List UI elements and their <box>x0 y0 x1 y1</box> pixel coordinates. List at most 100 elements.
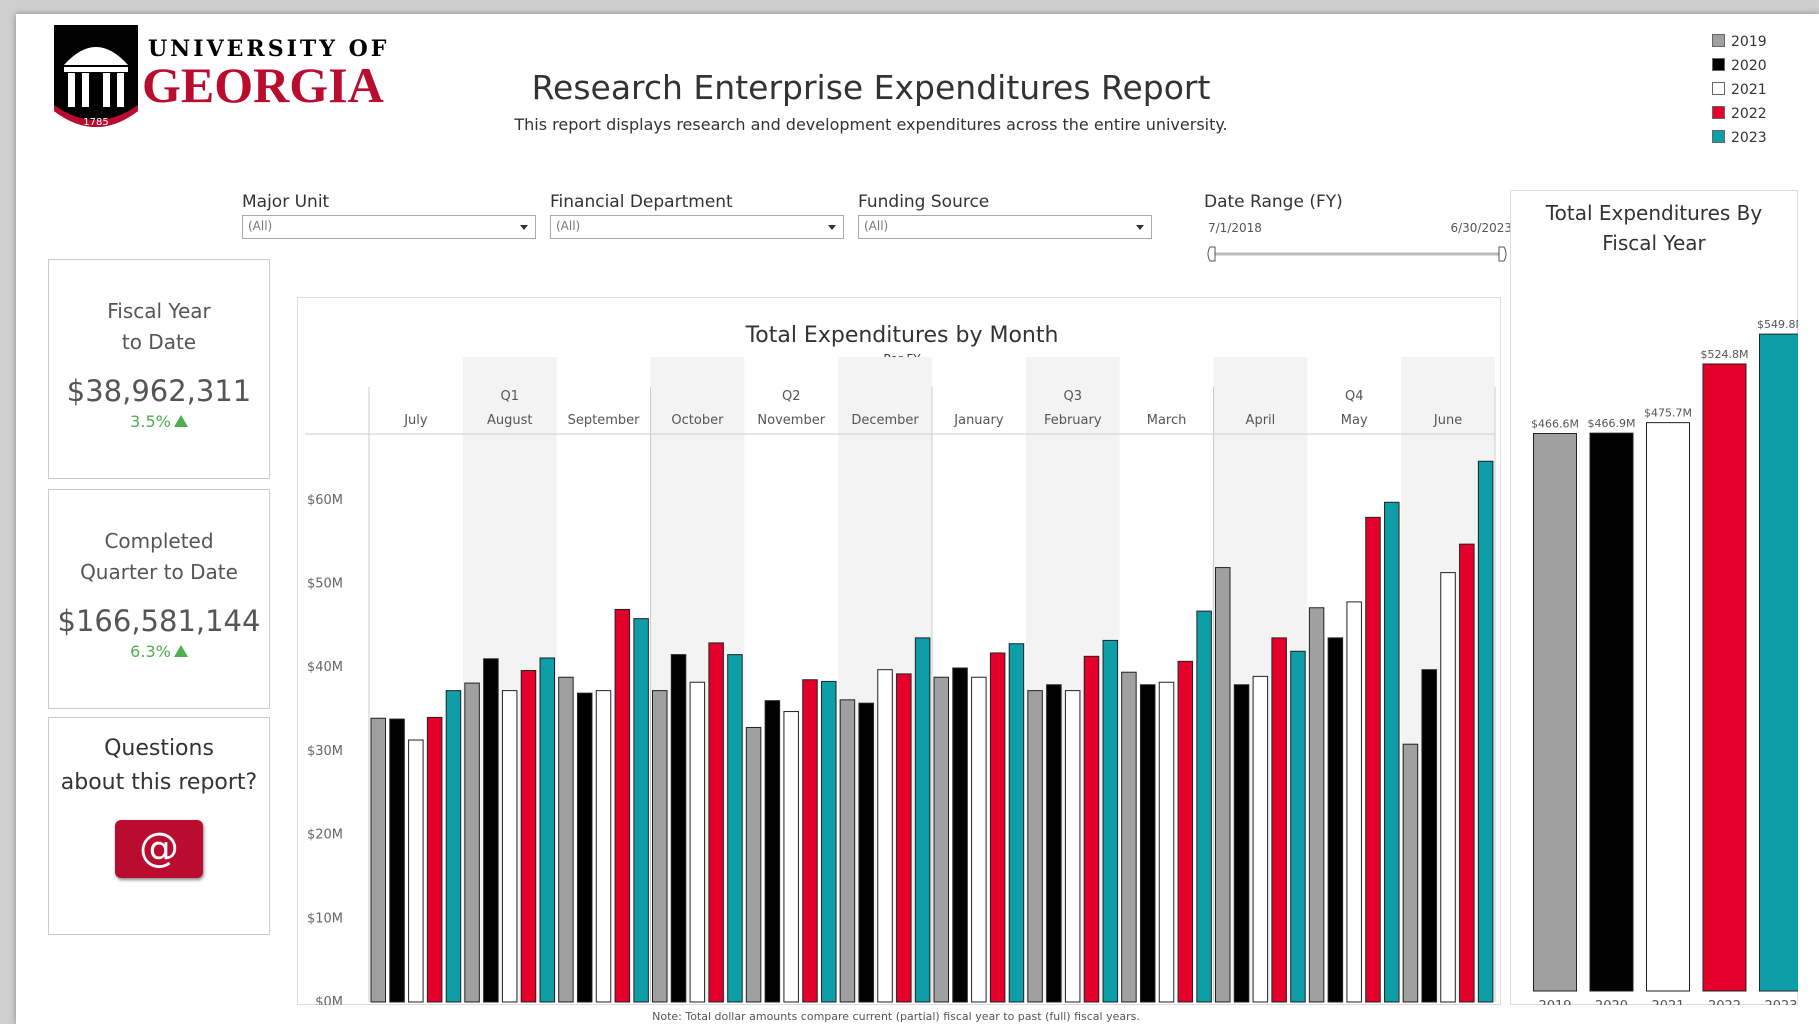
legend-label: 2023 <box>1731 130 1767 146</box>
bar <box>389 718 405 1003</box>
kpi-box: Completed Quarter to Date $166,581,144 6.3% <box>48 489 270 709</box>
bar <box>952 667 968 1003</box>
bar <box>1440 572 1456 1003</box>
bar <box>1158 681 1175 1003</box>
bar <box>933 676 949 1003</box>
date-slider[interactable] <box>1206 244 1518 264</box>
logo-seal: 1785 <box>54 25 138 128</box>
y-tick-label: $20M <box>307 828 343 843</box>
bar <box>576 692 593 1003</box>
legend-item: 2021 <box>1712 82 1767 98</box>
kpi-value: $166,581,144 <box>57 604 261 638</box>
contact-box: Questions about this report? @ <box>48 717 270 935</box>
legend-item: 2019 <box>1712 34 1767 50</box>
bar <box>1384 501 1400 1003</box>
chart-title: Total Expenditures By Fiscal Year <box>1545 201 1763 255</box>
bar <box>539 657 556 1003</box>
bar <box>1365 516 1381 1003</box>
x-tick-label: 2022 <box>1708 999 1741 1005</box>
bar <box>914 637 931 1003</box>
note: Note: Total dollar amounts compare curre… <box>652 1010 1140 1023</box>
date-range-end: 6/30/2023 <box>1450 221 1512 235</box>
legend-label: 2022 <box>1731 106 1767 122</box>
bar <box>1646 422 1690 992</box>
legend-item: 2023 <box>1712 130 1767 146</box>
chart-title: Total Expenditures by Month <box>745 323 1059 348</box>
dashboard: 1785 UNIVERSITY OF GEORGIA Research Ente… <box>16 14 1819 1024</box>
x-tick-label: 2019 <box>1538 999 1571 1005</box>
legend-swatch <box>1712 130 1725 143</box>
filter-label: Financial Department <box>550 192 733 212</box>
bar <box>1759 333 1798 992</box>
bar <box>1139 684 1156 1003</box>
x-tick-label: April <box>1246 413 1276 428</box>
bar <box>652 690 668 1003</box>
bar <box>1215 567 1231 1003</box>
filter-dropdown[interactable]: (All) <box>550 215 844 239</box>
legend-label: 2021 <box>1731 82 1767 98</box>
filter-dropdown[interactable]: (All) <box>242 215 536 239</box>
bar <box>858 702 874 1003</box>
bar <box>483 658 499 1003</box>
bar <box>1702 363 1747 992</box>
bar <box>1233 684 1250 1003</box>
bar <box>670 654 687 1003</box>
filter-dropdown[interactable]: (All) <box>858 215 1152 239</box>
legend-swatch <box>1712 58 1725 71</box>
yearly-chart: Total Expenditures By Fiscal Year $466.6M… <box>1531 201 1798 1005</box>
kpi-change-value: 6.3% <box>130 642 171 661</box>
bar <box>1459 543 1475 1003</box>
bar <box>1290 650 1306 1003</box>
bar <box>464 682 480 1003</box>
bar <box>727 654 743 1003</box>
x-tick-label: 2020 <box>1595 999 1628 1005</box>
contact-line: Questions <box>104 736 214 761</box>
monthly-panel <box>297 297 1501 1005</box>
bar <box>1046 684 1062 1003</box>
y-tick-label: $50M <box>307 576 343 591</box>
legend-swatch <box>1712 106 1725 119</box>
bar <box>1533 433 1577 992</box>
y-tick-label: $0M <box>315 995 343 1005</box>
university-line2: GEORGIA <box>142 57 384 113</box>
value-label: $475.7M <box>1644 407 1692 420</box>
bar <box>989 652 1006 1003</box>
contact-line: about this report? <box>60 770 258 795</box>
legend-item: 2022 <box>1712 106 1767 122</box>
legend-swatch <box>1712 34 1725 47</box>
x-tick-label: August <box>487 413 533 428</box>
bar <box>1271 637 1287 1003</box>
bar <box>1477 460 1494 1003</box>
email-button[interactable]: @ <box>115 820 203 878</box>
x-tick-label: October <box>671 413 724 428</box>
x-tick-label: July <box>403 413 428 428</box>
bar <box>802 679 818 1003</box>
bar <box>1421 669 1437 1003</box>
y-tick-label: $10M <box>307 911 343 926</box>
x-tick-label: 2023 <box>1764 999 1797 1005</box>
quarter-label: Q1 <box>500 389 519 404</box>
legend-label: 2020 <box>1731 58 1767 74</box>
kpi-title: Quarter to Date <box>80 560 238 584</box>
monthly-chart: Total Expenditures by MonthPer FYJulyAug… <box>305 323 1496 1005</box>
quarter-label: Q3 <box>1063 389 1082 404</box>
kpi-change: 6.3% <box>49 642 269 661</box>
up-arrow <box>173 415 188 427</box>
x-tick-label: May <box>1341 413 1368 428</box>
value-label: $466.6M <box>1531 418 1579 431</box>
university-line1: UNIVERSITY OF <box>148 36 390 62</box>
bar <box>896 673 912 1003</box>
bar <box>1402 743 1419 1003</box>
kpi-change-value: 3.5% <box>130 412 171 431</box>
report-title: Research Enterprise Expenditures Report <box>531 68 1211 107</box>
bar <box>1196 610 1212 1003</box>
bar <box>708 642 724 1003</box>
x-tick-label: September <box>568 413 641 428</box>
legend-label: 2019 <box>1731 34 1767 50</box>
bar <box>821 680 837 1003</box>
quarter-label: Q2 <box>782 389 801 404</box>
value-label: $524.8M <box>1701 348 1749 361</box>
bar <box>1327 637 1344 1003</box>
bar <box>1064 690 1081 1003</box>
bar <box>1102 639 1119 1003</box>
